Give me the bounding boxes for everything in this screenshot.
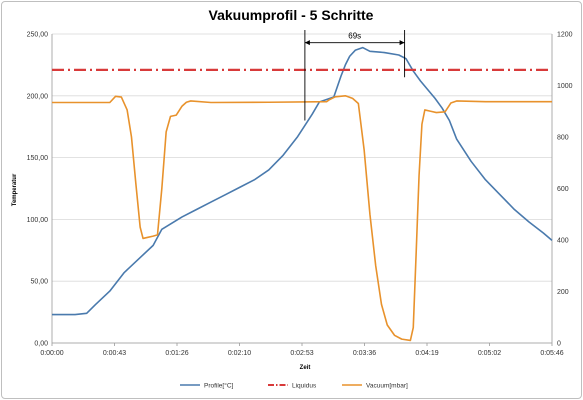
annotation-label: 69s [348,32,361,41]
y2-tick-label: 200 [557,289,569,296]
x-tick-label: 0:04:19 [415,350,438,357]
y2-tick-label: 0 [557,341,561,348]
y2-tick-label: 600 [557,186,569,193]
x-tick-label: 0:02:10 [228,350,251,357]
x-tick-label: 0:00:43 [103,350,126,357]
x-tick-label: 0:01:26 [165,350,188,357]
x-axis-ticks: 0:00:00 0:00:43 0:01:26 0:02:10 0:02:53 0:03:… [40,343,564,357]
annotation: 69s [304,30,406,121]
y-axis-label: Temperatur [12,173,18,206]
y-tick-label: 100,00 [27,217,49,224]
y-tick-label: 0,00 [34,341,48,348]
x-axis-label: Zeit [300,365,311,371]
x-tick-label: 0:02:53 [290,350,313,357]
y-tick-label: 250,00 [27,32,49,39]
plot-area-border [51,34,553,344]
y2-axis-ticks: 0 200 400 600 800 1000 1200 [557,32,573,348]
y-axis-ticks: 0,00 50,00 100,00 150,00 200,00 250,00 [27,32,49,348]
y-tick-label: 150,00 [27,155,49,162]
annotation-arrow-left [304,40,310,46]
legend-label: Profile[°C] [204,381,234,389]
y2-tick-label: 800 [557,135,569,142]
y2-tick-label: 1200 [557,32,573,39]
legend-label: Liquidus [292,382,317,389]
chart-title: Vakuumprofil - 5 Schritte [209,7,374,23]
y2-tick-label: 1000 [557,83,573,90]
y-tick-label: 50,00 [30,279,48,286]
series-layer [52,46,553,342]
legend-label: Vacuum[mbar] [366,382,408,389]
y2-tick-label: 400 [557,238,569,245]
series-line-2 [52,95,552,342]
series-line-0 [52,46,553,316]
x-tick-label: 0:05:02 [478,350,501,357]
x-tick-label: 0:03:36 [353,350,376,357]
annotation-arrow-right [399,40,405,46]
x-tick-label: 0:00:00 [40,350,63,357]
x-tick-label: 0:05:46 [540,350,563,357]
y-tick-label: 200,00 [27,93,49,100]
legend: Profile[°C] Liquidus Vacuum[mbar] [180,381,408,389]
gridlines [52,33,552,344]
